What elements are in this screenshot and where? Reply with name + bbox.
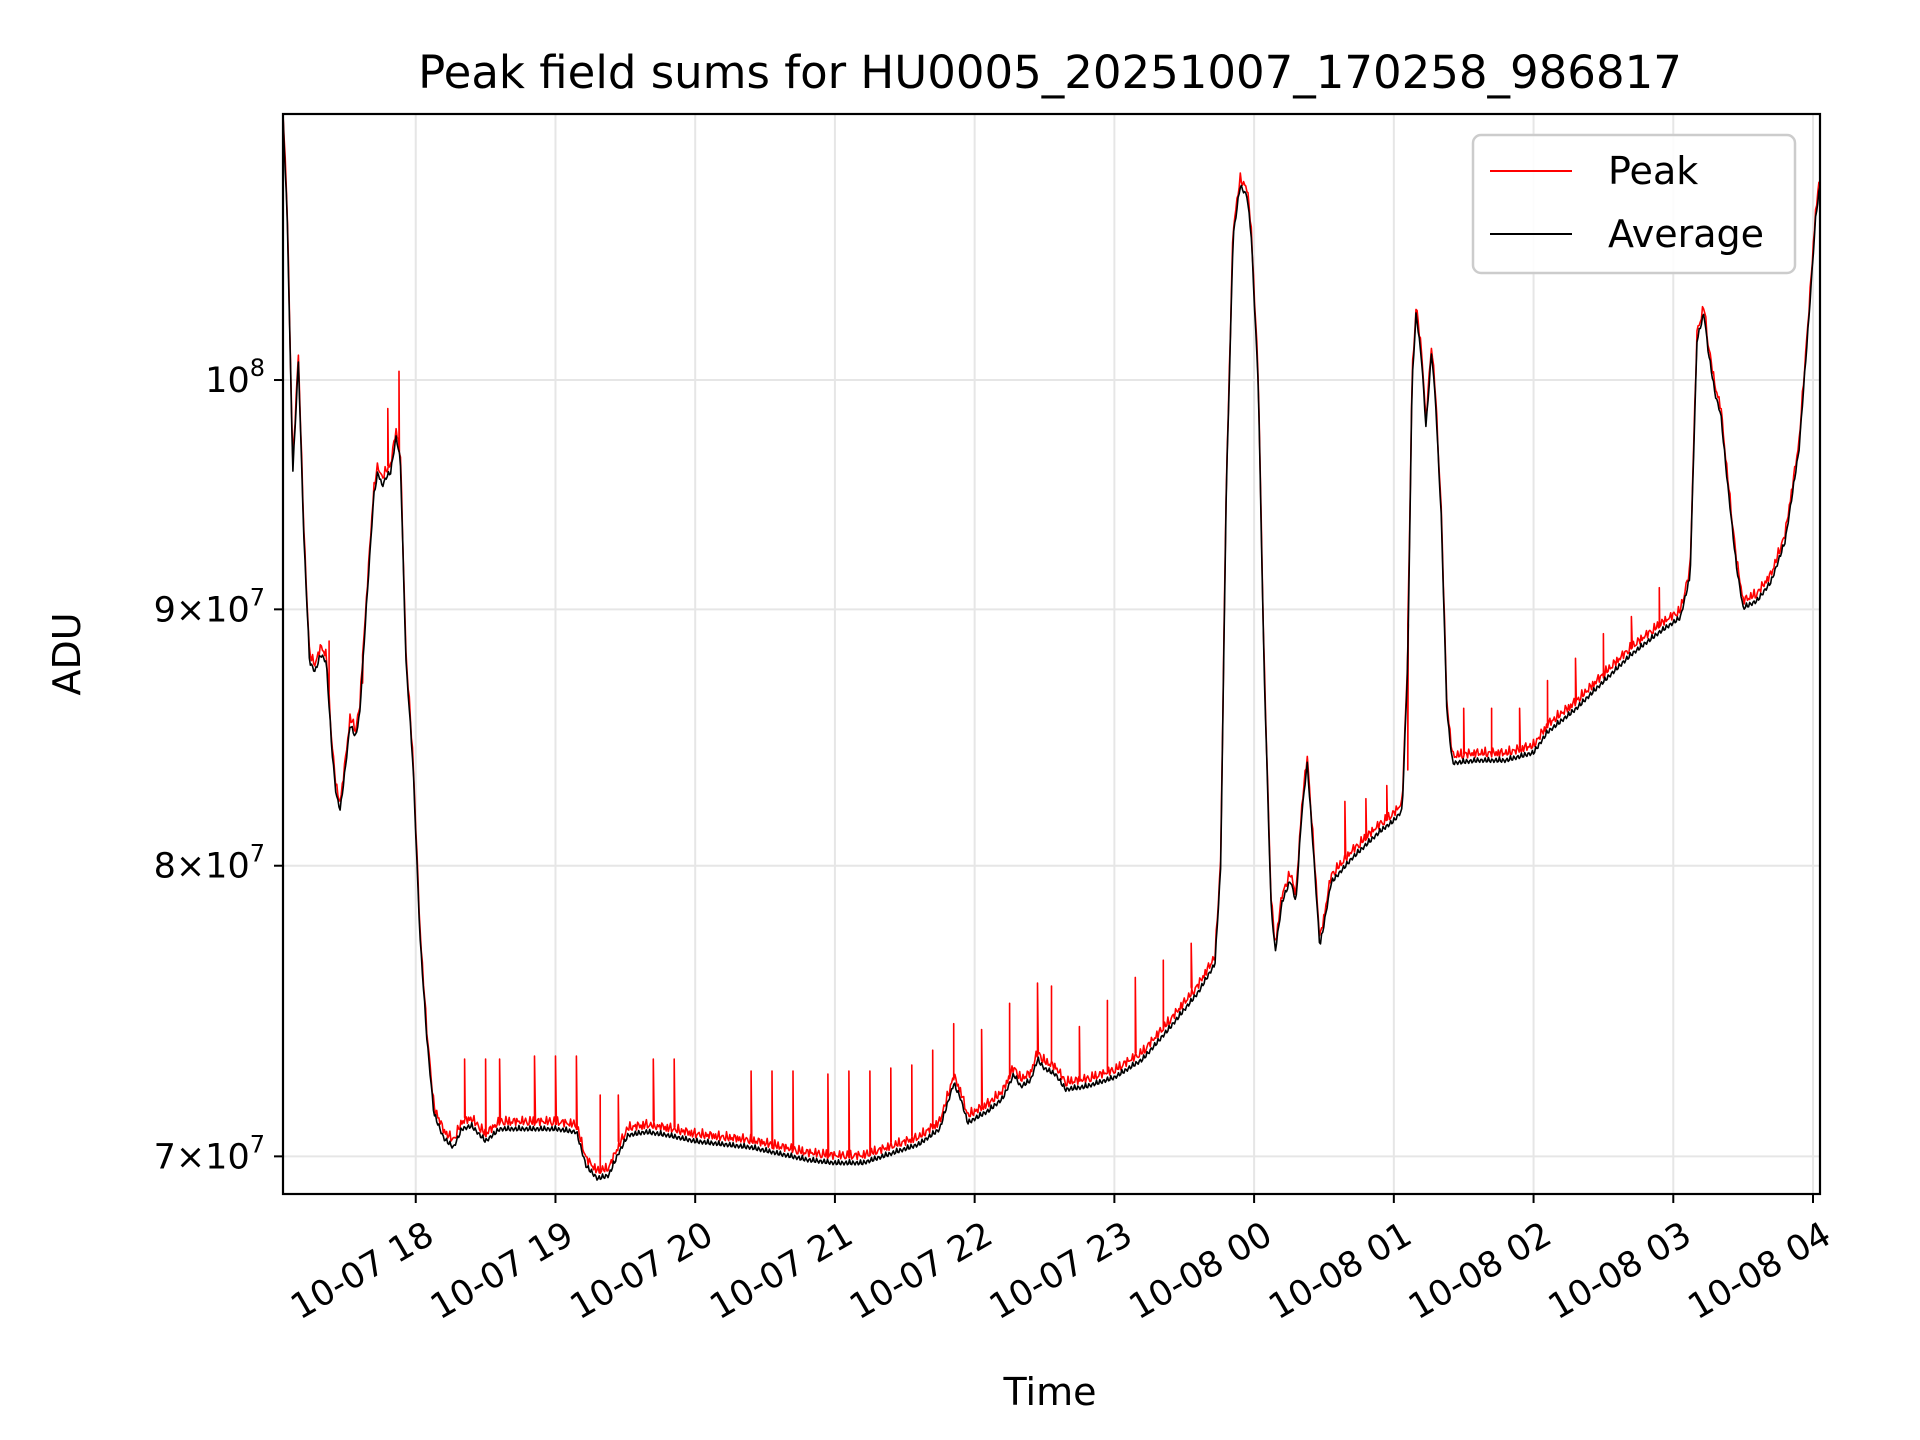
y-tick-exponent: 7 — [250, 583, 265, 611]
y-tick-times: × — [176, 847, 205, 887]
y-axis-label: ADU — [45, 612, 89, 695]
y-tick-base: 10 — [205, 361, 250, 401]
legend: Peak Average — [1471, 133, 1797, 275]
y-tick-label: 7×107 — [154, 1130, 265, 1177]
y-tick-base: 10 — [205, 590, 250, 630]
series-layer — [282, 113, 1821, 1181]
legend-peak-label: Peak — [1608, 149, 1698, 193]
y-tick-times: × — [176, 590, 205, 630]
y-tick-mantissa: 7 — [154, 1137, 176, 1177]
y-tick-times: × — [176, 1137, 205, 1177]
y-tick-exponent: 7 — [250, 1130, 265, 1158]
y-tick-mantissa: 8 — [154, 847, 176, 887]
y-tick-exponent: 8 — [250, 354, 265, 382]
y-tick-mantissa: 9 — [154, 590, 176, 630]
legend-average-label: Average — [1608, 212, 1764, 256]
y-tick-label: 108 — [205, 354, 265, 401]
y-tick-base: 10 — [205, 1137, 250, 1177]
series-average-line — [282, 113, 1821, 1181]
x-axis-label: Time — [1003, 1370, 1097, 1414]
y-tick-label: 8×107 — [154, 840, 265, 887]
grid-layer — [283, 114, 1820, 1194]
plot-frame — [281, 112, 1822, 1196]
series-peak-line — [282, 113, 1821, 1174]
y-tick-base: 10 — [205, 847, 250, 887]
y-tick-label: 9×107 — [154, 583, 265, 630]
y-tick-exponent: 7 — [250, 840, 265, 868]
chart-title: Peak field sums for HU0005_20251007_1702… — [418, 46, 1682, 99]
legend-box — [1471, 133, 1797, 275]
